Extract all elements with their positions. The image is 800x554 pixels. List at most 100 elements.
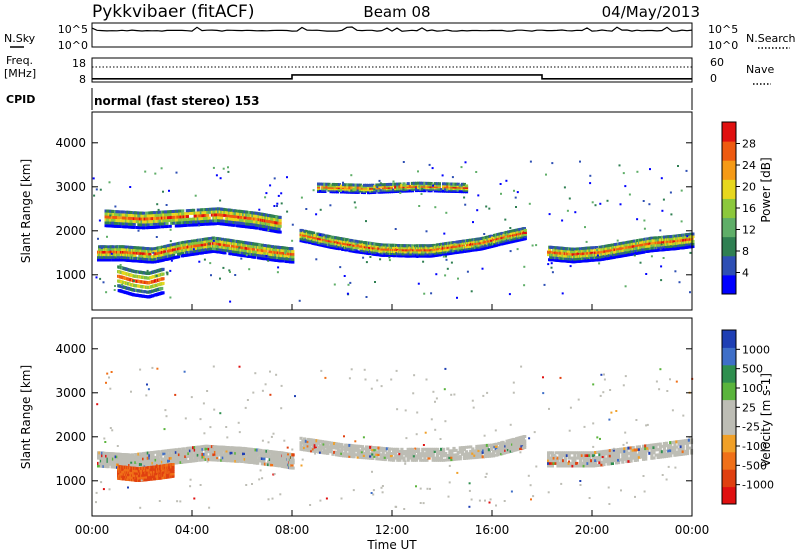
data-cell [154,222,158,226]
data-cell [133,246,137,250]
data-cell [504,235,508,239]
data-cell [246,455,250,459]
noise-cell [445,255,447,258]
noise-cell [304,239,307,241]
noise-cell [105,291,108,294]
data-cell [171,451,175,455]
data-cell [612,245,616,249]
data-cell [147,247,151,251]
data-cell [522,235,526,239]
data-cell [182,240,186,244]
data-cell [148,252,152,256]
data-cell [278,221,282,225]
data-cell [185,250,189,254]
data-cell [157,458,161,462]
data-cell [291,255,295,259]
data-cell [121,213,125,217]
data-cell [368,248,372,251]
data-cell [437,247,441,251]
noise-cell [596,249,599,252]
data-cell [213,222,218,226]
noise-cell [198,222,200,225]
noise-cell [212,166,215,169]
data-cell [580,254,584,258]
data-cell [449,247,453,251]
data-cell [190,449,194,452]
data-cell [418,250,422,254]
data-cell [159,219,163,223]
data-cell [304,234,308,238]
data-cell [184,218,188,222]
noise-cell [229,300,232,303]
data-cell [210,447,214,451]
data-cell [382,251,386,255]
data-cell [170,246,174,249]
data-cell [517,234,521,238]
data-cell [461,248,465,251]
data-cell [149,276,153,279]
data-cell [287,255,291,258]
data-cell [342,190,346,194]
data-cell [523,237,527,241]
noise-cell [100,247,103,250]
noise-cell [169,228,172,231]
data-cell [321,185,325,189]
data-cell [161,277,165,281]
noise-cell [152,251,155,254]
noise-cell [514,196,517,199]
noise-cell [319,208,322,211]
data-cell [304,230,308,233]
data-cell [145,454,149,458]
noise-cell [354,206,357,209]
data-cell [256,453,260,457]
data-cell [160,225,164,229]
data-cell [251,450,255,454]
data-cell [346,183,350,187]
noise-cell [248,268,251,271]
data-cell [334,238,338,242]
noise-cell [508,293,511,296]
data-cell [376,245,380,248]
data-cell [456,242,460,246]
noise-cell [265,254,268,257]
data-cell [419,181,423,185]
data-cell [500,238,504,242]
data-cell [132,222,136,226]
noise-cell [648,203,651,206]
noise-cell [187,242,190,245]
noise-cell [504,218,507,221]
data-cell [234,212,238,216]
data-cell [394,250,398,254]
data-cell [438,253,443,257]
data-cell [423,189,427,193]
data-cell [408,254,412,258]
data-cell [438,251,443,255]
data-cell [234,215,238,219]
noise-cell [222,167,225,170]
noise-cell [561,292,564,295]
noise-cell [598,262,601,265]
noise-cell [129,186,132,188]
data-cell [161,267,165,271]
noise-cell [477,194,480,197]
data-cell [262,454,266,458]
data-cell [208,245,212,248]
data-cell [349,243,353,247]
data-cell [562,247,566,250]
data-cell [177,255,181,259]
data-cell [665,245,669,249]
nsky-tick-top: 10^5 [58,23,88,36]
data-cell [138,226,143,230]
data-cell [129,216,133,220]
noise-cell [106,235,108,238]
data-cell [252,247,256,251]
colorbar-tick-label: 24 [742,159,756,172]
noise-cell [431,167,434,170]
data-cell [200,251,204,255]
data-cell [234,209,238,213]
data-cell [322,233,326,237]
data-cell [171,215,175,219]
data-cell [124,250,128,254]
data-cell [651,244,655,248]
